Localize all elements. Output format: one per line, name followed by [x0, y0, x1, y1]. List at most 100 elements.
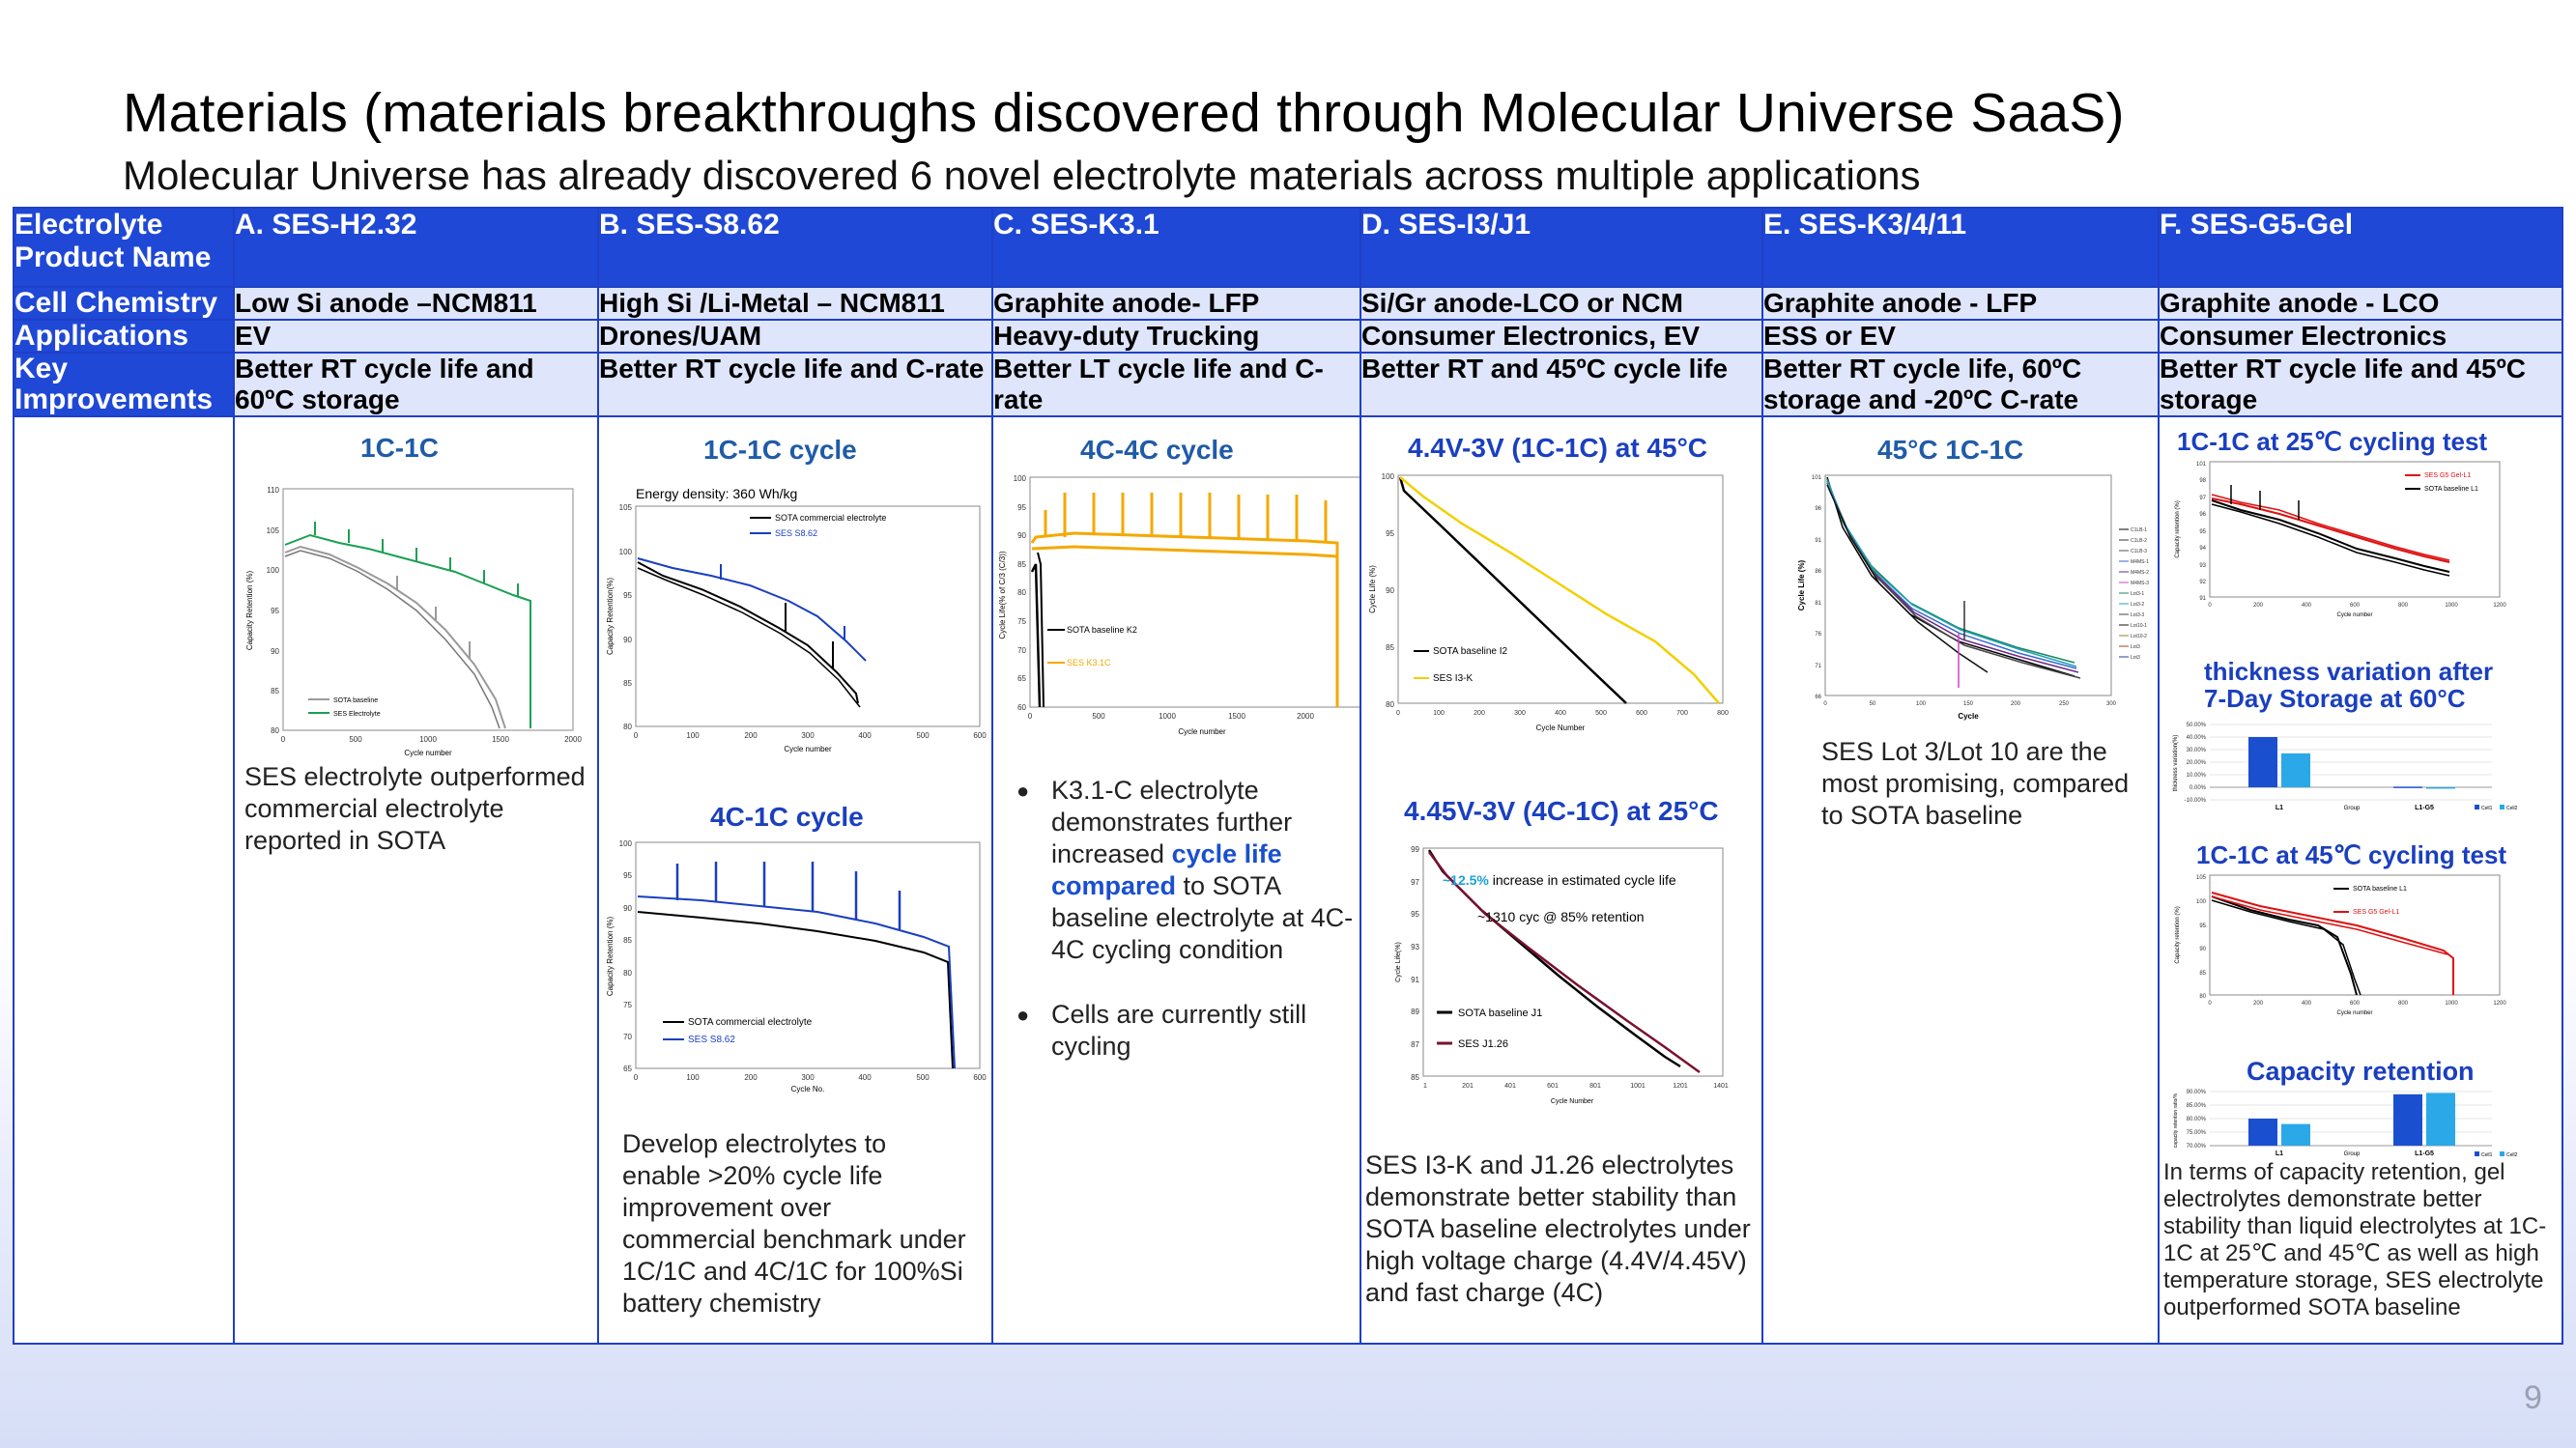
- ytick: 90.00%: [2187, 1090, 2207, 1095]
- legend-cell1: Cell1: [2481, 806, 2493, 811]
- ytick: 94: [2199, 546, 2206, 552]
- xtick: 200: [2253, 1001, 2264, 1007]
- xtick: 0: [1396, 710, 1400, 717]
- chart-d-44v: 100 95 90 85 80 0 100 200 300 400 500 60…: [1368, 472, 1729, 732]
- applications-f: Consumer Electronics: [2158, 319, 2563, 354]
- ytick: 93: [2199, 563, 2206, 569]
- xtick: 100: [686, 1073, 700, 1082]
- chart-c-4c4c: 100 95 90 85 80 75 70 65 60 0 500 1000 1…: [998, 474, 1359, 736]
- improvements-f: Better RT cycle life and 45ºC storage: [2158, 352, 2563, 417]
- ytick: 91: [2199, 596, 2206, 602]
- chart-e-45c: 101 96 91 86 81 76 71 66 0 50 100 150 20…: [1797, 474, 2149, 721]
- ytick: 100: [2196, 899, 2207, 905]
- ytick: 80: [623, 969, 632, 978]
- description-d: SES I3-K and J1.26 electrolytes demonstr…: [1365, 1150, 1751, 1307]
- ses-series-line: [1399, 476, 1720, 704]
- xtick: 500: [1092, 712, 1105, 721]
- bar-cell2-l1-g5: [2426, 1093, 2455, 1146]
- chart-title-f3: 1C-1C at 45℃ cycling test: [2196, 840, 2507, 869]
- applications-b: Drones/UAM: [597, 319, 993, 354]
- ytick: 90: [1017, 531, 1026, 540]
- ytick: 92: [2199, 580, 2206, 585]
- ytick: 95: [2199, 923, 2206, 929]
- category-label: L1-G5: [2415, 1150, 2434, 1157]
- xtick: 250: [2059, 701, 2070, 707]
- ytick: 66: [1815, 695, 1821, 700]
- ses-series-line: [1428, 851, 1701, 1074]
- legend-item: Lot3-1: [2131, 591, 2144, 597]
- xtick: 100: [1433, 710, 1445, 717]
- bar-cell1-l1: [2248, 1119, 2277, 1146]
- results-a: 1C-1C 110 105 100 95 90 85 80 0 500 1000…: [233, 415, 599, 1345]
- ytick: 95: [1411, 910, 1419, 919]
- xtick: 1200: [2493, 1001, 2506, 1007]
- applications-e: ESS or EV: [1761, 319, 2160, 354]
- ytick: 100: [1014, 474, 1027, 483]
- description-b: Develop electrolytes to enable >20% cycl…: [622, 1129, 966, 1318]
- ytick: 85: [271, 687, 279, 696]
- xtick: 200: [744, 1073, 758, 1082]
- ytick: 100: [619, 548, 633, 556]
- ytick: 95: [1386, 529, 1394, 538]
- xtick: 1000: [2445, 603, 2458, 609]
- electrolyte-table: Electrolyte Product Name A. SES-H2.32 B.…: [13, 207, 2563, 1345]
- xtick: 201: [1462, 1083, 1474, 1090]
- legend-cell1: Cell1: [2481, 1152, 2493, 1158]
- results-e: 45°C 1C-1C 101 96 91 86 81 76 71 66 0 50…: [1761, 415, 2160, 1345]
- legend-item: M4MS-2: [2131, 570, 2149, 576]
- y-axis-label: capacity retention ratio/%: [2173, 1093, 2179, 1148]
- y-axis-label: Capacity Retention (%): [245, 571, 254, 651]
- ytick: 105: [267, 526, 280, 535]
- ytick: 85: [623, 936, 632, 945]
- ytick: 101: [1812, 475, 1822, 481]
- xtick: 150: [1963, 701, 1974, 707]
- legend-item: Lot3: [2131, 644, 2140, 650]
- results-d: 4.4V-3V (1C-1C) at 45°C 100 95 90 85 80 …: [1360, 415, 1763, 1345]
- legend-item: C1LB-2: [2131, 538, 2147, 544]
- xtick: 200: [2253, 603, 2264, 609]
- chart-f-thickness: 50.00% 40.00% 30.00% 20.00% 10.00% 0.00%…: [2173, 723, 2518, 811]
- y-axis-label: Cycle Life(%): [1395, 942, 1402, 982]
- xtick: 0: [281, 735, 286, 744]
- results-c: 4C-4C cycle 100 95 90 85 80 75 70 65 60 …: [991, 415, 1361, 1345]
- bar-cell2-l1-g5: [2426, 787, 2455, 789]
- legend-item: M4MS-3: [2131, 581, 2149, 586]
- product-name-row: Electrolyte Product Name A. SES-H2.32 B.…: [13, 207, 2563, 288]
- sota-series-line: [1398, 476, 1627, 704]
- category-label: L1: [2275, 805, 2283, 811]
- slide-subtitle: Molecular Universe has already discovere…: [123, 153, 1921, 198]
- ytick: 85: [2199, 971, 2206, 977]
- chart-title-f1: 1C-1C at 25℃ cycling test: [2177, 427, 2488, 456]
- xtick: 1401: [1713, 1083, 1729, 1090]
- legend-sota: SOTA baseline: [333, 697, 378, 704]
- thickness-bars: [2248, 737, 2455, 789]
- chart-title-c: 4C-4C cycle: [1080, 435, 1234, 465]
- legend-item: C1LB-1: [2131, 527, 2147, 533]
- ytick: 90: [1386, 586, 1394, 595]
- chart-f-capacity: 90.00% 85.00% 80.00% 75.00% 70.00% L1 L1…: [2173, 1090, 2518, 1158]
- bullet-c-1: K3.1-C electrolyte demonstrates further …: [1016, 775, 1359, 966]
- chart-title-d1: 4.4V-3V (1C-1C) at 45°C: [1408, 433, 1707, 463]
- x-axis-label: Group: [2344, 806, 2361, 811]
- applications-a: EV: [233, 319, 599, 354]
- ytick: 110: [267, 486, 279, 495]
- ytick: 10.00%: [2187, 773, 2207, 779]
- ytick: 71: [1815, 664, 1821, 669]
- ytick: 80.00%: [2187, 1117, 2207, 1122]
- xtick: 300: [2106, 701, 2117, 707]
- results-label-cell: [13, 415, 235, 1345]
- ytick: 85: [1386, 643, 1394, 652]
- ytick: 85: [623, 679, 632, 688]
- category-label: L1-G5: [2415, 805, 2434, 811]
- chart-b-4c1c: 100 95 90 85 80 75 70 65 0 100 200 300 4…: [606, 839, 987, 1093]
- xtick: 1000: [2445, 1001, 2458, 1007]
- legend-item: Lot10-1: [2131, 623, 2147, 629]
- chart-title-f2-line2: 7-Day Storage at 60°C: [2204, 684, 2466, 713]
- ytick: 90: [623, 904, 632, 913]
- xtick: 800: [2398, 603, 2409, 609]
- improvements-b: Better RT cycle life and C-rate: [597, 352, 993, 417]
- ytick: 96: [2199, 512, 2206, 518]
- ses-series-line: [637, 895, 956, 1069]
- bar-cell1-l1-g5: [2393, 786, 2422, 788]
- capacity-bars: [2248, 1093, 2455, 1146]
